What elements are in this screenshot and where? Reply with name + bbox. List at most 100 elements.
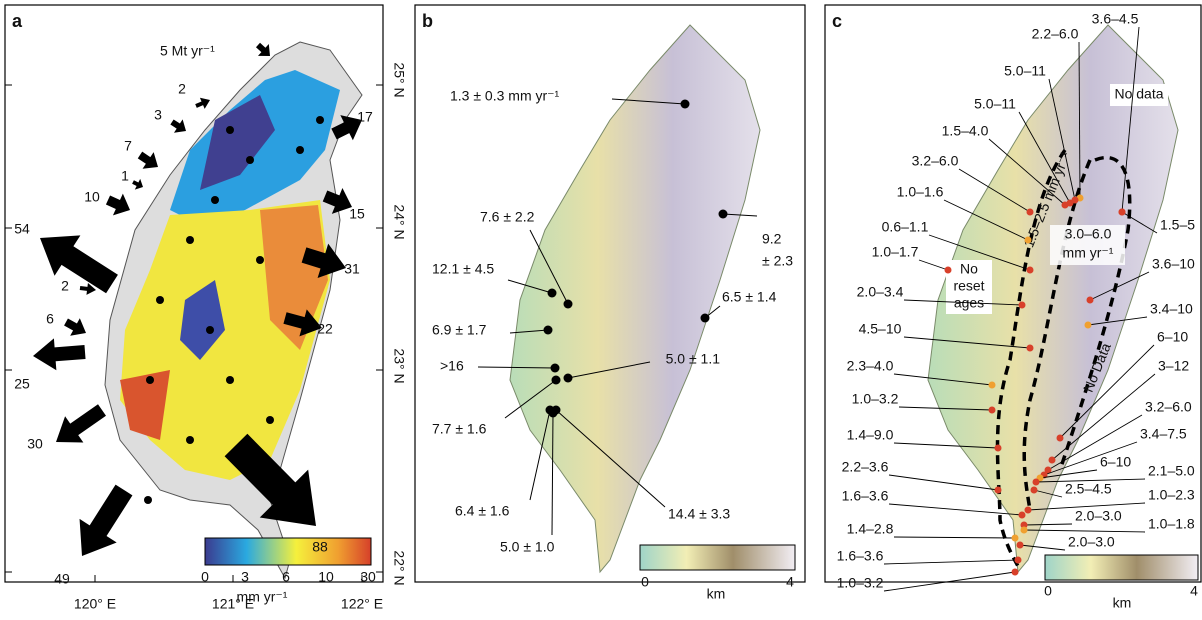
flux-label: 10 bbox=[84, 189, 100, 205]
rate-label: 9.2 bbox=[762, 231, 782, 247]
site bbox=[989, 382, 996, 389]
colorbar-tick: 3 bbox=[241, 569, 249, 585]
rate-label: 2.2–3.6 bbox=[842, 459, 889, 475]
site bbox=[1012, 569, 1019, 576]
site bbox=[1019, 302, 1026, 309]
rate-label: 1.5–4.0 bbox=[942, 123, 989, 139]
panel-label: b bbox=[422, 11, 433, 31]
flux-label: 49 bbox=[54, 571, 70, 587]
rate-label: 1.0–2.3 bbox=[1148, 487, 1195, 503]
site bbox=[1057, 435, 1064, 442]
rate-label: 1.0–1.6 bbox=[897, 184, 944, 200]
site bbox=[1025, 507, 1032, 514]
rate-label: 7.7 ± 1.6 bbox=[432, 421, 487, 437]
site bbox=[1049, 457, 1056, 464]
site bbox=[549, 409, 558, 418]
site bbox=[1033, 479, 1040, 486]
rate-label: 14.4 ± 3.3 bbox=[668, 506, 730, 522]
rate-label: 3.4–10 bbox=[1150, 301, 1193, 317]
site bbox=[1015, 557, 1022, 564]
site bbox=[1019, 512, 1026, 519]
flux-label: 3 bbox=[154, 107, 162, 123]
rate-label: 5.0–11 bbox=[974, 96, 1016, 112]
colorbar-tick: 30 bbox=[360, 569, 376, 585]
flux-label: 6 bbox=[46, 311, 54, 327]
rate-label: 3.4–7.5 bbox=[1140, 426, 1187, 442]
site bbox=[564, 300, 573, 309]
colorbar-tick: 0 bbox=[1044, 583, 1052, 599]
site bbox=[548, 289, 557, 298]
colorbar-unit: km bbox=[1113, 595, 1132, 611]
site bbox=[552, 376, 561, 385]
site bbox=[1085, 322, 1092, 329]
rate-label: 1.5–5 bbox=[1160, 217, 1195, 233]
rate-label: 3.6–4.5 bbox=[1092, 11, 1139, 27]
rate-label: 7.6 ± 2.2 bbox=[480, 209, 535, 225]
rate-label: 1.0–3.2 bbox=[852, 391, 899, 407]
site bbox=[945, 267, 952, 274]
site bbox=[1025, 237, 1032, 244]
colorbar bbox=[640, 545, 795, 570]
rate-label: 1.0–1.8 bbox=[1148, 516, 1195, 532]
site bbox=[1027, 345, 1034, 352]
rate-label: 5.0 ± 1.0 bbox=[500, 539, 555, 555]
colorbar-tick: 0 bbox=[641, 574, 649, 590]
rate-label: 1.0–3.2 bbox=[837, 575, 884, 591]
rate-label: 2.5–4.5 bbox=[1065, 481, 1112, 497]
site bbox=[1027, 209, 1034, 216]
rate-label: 3.2–6.0 bbox=[1145, 399, 1192, 415]
rate-label: 6–10 bbox=[1100, 454, 1131, 470]
flux-label: 88 bbox=[312, 539, 328, 555]
site bbox=[681, 100, 690, 109]
site bbox=[1119, 209, 1126, 216]
rate-label: 3.2–6.0 bbox=[912, 153, 959, 169]
latitude-label: 24° N bbox=[391, 204, 407, 239]
site bbox=[1062, 202, 1069, 209]
figure: a 0 3 6 10 30 mm yr⁻¹ 25° N 24° N 23° N … bbox=[0, 0, 1202, 615]
flux-label: 2 bbox=[178, 81, 186, 97]
colorbar-tick: 4 bbox=[786, 574, 794, 590]
rate-label: 12.1 ± 4.5 bbox=[432, 261, 494, 277]
latitude-label: 22° N bbox=[391, 550, 407, 585]
rate-label: 6.5 ± 1.4 bbox=[722, 289, 777, 305]
rate-label: 6.4 ± 1.6 bbox=[455, 503, 510, 519]
flux-label: 31 bbox=[344, 261, 360, 277]
panel-label: a bbox=[12, 11, 23, 31]
colorbar-tick: 10 bbox=[318, 569, 334, 585]
flux-label: 2 bbox=[61, 278, 69, 294]
colorbar bbox=[1045, 555, 1198, 580]
flux-label: 25 bbox=[14, 376, 30, 392]
rate-label: 2.0–3.4 bbox=[857, 284, 904, 300]
rate-label: 0.6–1.1 bbox=[882, 219, 929, 235]
flux-label: 30 bbox=[27, 436, 43, 452]
site bbox=[995, 487, 1002, 494]
site bbox=[1087, 297, 1094, 304]
colorbar bbox=[205, 538, 371, 565]
rate-label: 2.1–5.0 bbox=[1148, 463, 1195, 479]
rate-label: 1.4–9.0 bbox=[847, 427, 894, 443]
annotation: 3.0–6.0 bbox=[1065, 226, 1112, 242]
rate-label: 2.0–3.0 bbox=[1075, 508, 1122, 524]
rate-label: 5.0–11 bbox=[1004, 63, 1046, 79]
site bbox=[1027, 267, 1034, 274]
flux-label: 1 bbox=[121, 168, 129, 184]
longitude-label: 121° E bbox=[212, 596, 254, 612]
rate-label: 2.2–6.0 bbox=[1032, 26, 1079, 42]
flux-label: 7 bbox=[124, 138, 132, 154]
site bbox=[544, 326, 553, 335]
rate-label: 2.0–3.0 bbox=[1068, 534, 1115, 550]
flux-label: 17 bbox=[357, 109, 373, 125]
site bbox=[1031, 487, 1038, 494]
rate-label: 3–12 bbox=[1158, 358, 1189, 374]
rate-label: 2.3–4.0 bbox=[847, 358, 894, 374]
latitude-label: 25° N bbox=[391, 62, 407, 97]
longitude-label: 120° E bbox=[74, 596, 116, 612]
rate-label: 1.3 ± 0.3 mm yr⁻¹ bbox=[450, 88, 560, 104]
site bbox=[1021, 527, 1028, 534]
rate-label: 1.6–3.6 bbox=[842, 488, 889, 504]
annotation: reset bbox=[953, 278, 984, 294]
rate-label: 6.9 ± 1.7 bbox=[432, 322, 487, 338]
rate-label: 3.6–10 bbox=[1152, 256, 1195, 272]
rate-label: 1.0–1.7 bbox=[872, 244, 919, 260]
annotation: No bbox=[960, 261, 978, 277]
